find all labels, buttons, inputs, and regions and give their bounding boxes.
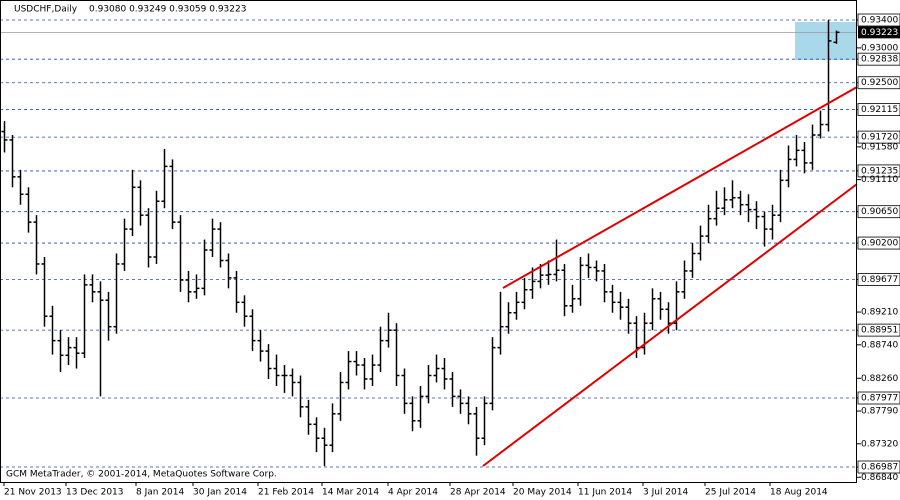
y-tick-label: 0.87977 [861,394,898,404]
x-tick-label: 25 Jul 2014 [705,488,756,498]
y-tick-label: 0.88260 [861,374,898,384]
axis-layer: 0.93400 0.93000 0.92838 0.92500 0.92115 0.917… [3,13,900,498]
x-tick-label: 28 Apr 2014 [450,488,506,498]
level-box [857,323,900,337]
y-tick-label: 0.91235 [861,166,898,176]
x-tick-label: 30 Jan 2014 [193,488,247,498]
current-price-label: 0.93223 [861,28,898,38]
y-tick-label: 0.90200 [861,239,898,249]
x-tick-label: 3 Jul 2014 [643,488,688,498]
level-box [857,76,900,90]
highlight-zone [795,22,857,60]
level-box [857,460,900,474]
level-box [857,13,900,27]
y-tick-label: 0.92838 [861,55,898,65]
y-tick-label: 0.91110 [861,175,898,185]
y-tick-label: 0.87320 [861,439,898,449]
y-tick-label: 0.92115 [861,105,898,115]
level-box [857,273,900,286]
y-tick-label: 0.88740 [861,340,898,350]
x-tick-label: 8 Jan 2014 [136,488,184,498]
trend-line-lower [482,183,858,467]
x-tick-label: 18 Aug 2014 [770,488,828,498]
x-tick-label: 4 Apr 2014 [388,488,438,498]
y-tick-label: 0.86987 [861,463,898,473]
x-tick-label: 14 Mar 2014 [322,488,379,498]
grid-layer [0,19,857,468]
y-tick-label: 0.91580 [861,142,898,152]
header-values: 0.93080 0.93249 0.93059 0.93223 [89,5,246,15]
level-box [857,103,900,116]
footer: GCM MetaTrader, © 2001-2014, MetaQuotes … [6,470,277,480]
y-tick-label: 0.90650 [861,207,898,217]
level-box [857,52,900,66]
y-tick-label: 0.89677 [861,275,898,285]
x-tick-label: 11 Jun 2014 [578,488,632,498]
trend-line-upper [502,86,858,289]
level-box [857,391,900,405]
y-tick-label: 0.86840 [861,473,898,483]
chart-title: USDCHF,Daily [14,5,78,15]
y-tick-label: 0.89210 [861,308,898,318]
level-box [857,205,900,219]
y-tick-label: 0.88951 [861,326,898,336]
x-tick-label: 20 May 2014 [513,488,572,498]
bars-layer [1,20,840,467]
level-box [857,164,900,178]
current-price-box [858,26,900,39]
x-tick-label: 21 Nov 2013 [4,488,62,498]
plot-frame [0,0,857,483]
level-box [857,236,900,250]
y-tick-label: 0.91720 [861,133,898,143]
y-tick-label: 0.92500 [861,78,898,88]
y-tick-label: 0.87790 [861,407,898,417]
y-tick-label: 0.93400 [861,16,898,26]
x-tick-label: 13 Dec 2013 [66,488,124,498]
x-tick-label: 21 Feb 2014 [258,488,314,498]
level-box [857,130,900,144]
y-tick-label: 0.93000 [861,43,898,53]
